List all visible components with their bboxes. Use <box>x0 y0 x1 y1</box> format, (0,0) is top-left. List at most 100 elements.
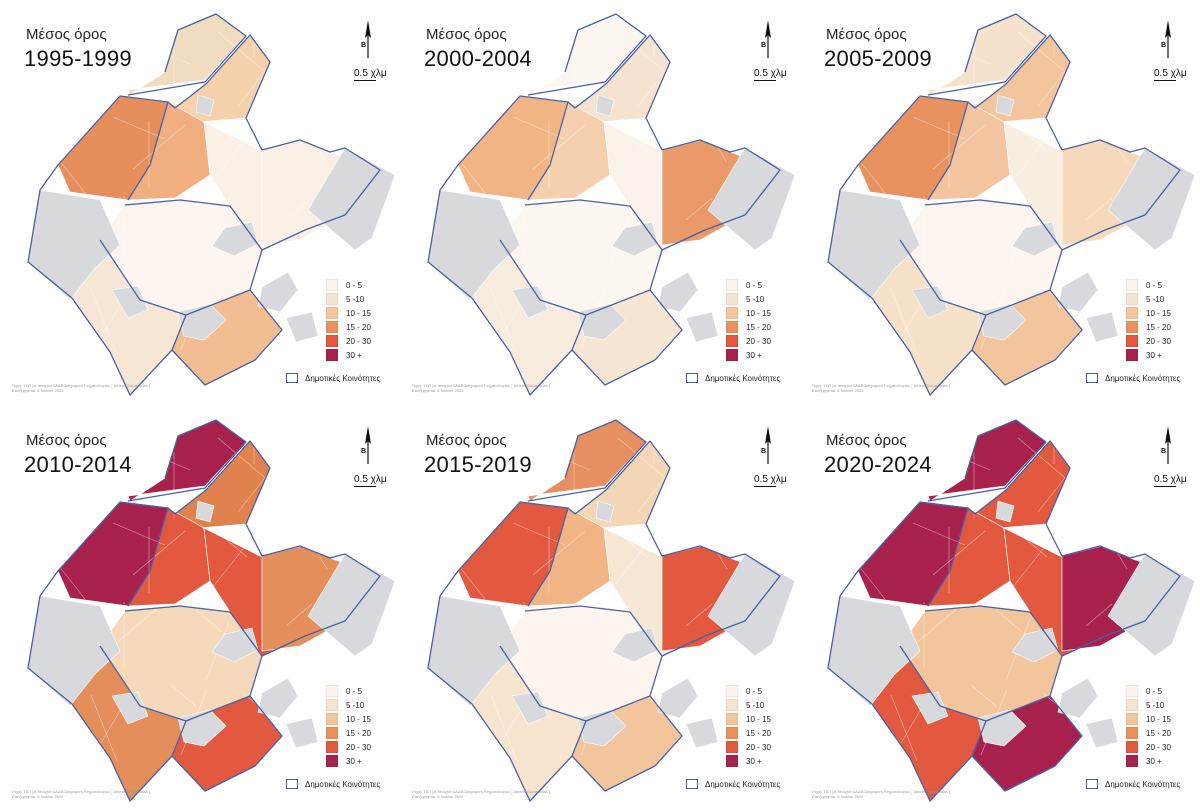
excluded-area <box>1085 311 1119 343</box>
legend-swatch <box>326 713 338 725</box>
legend-swatch <box>1126 293 1138 305</box>
excluded-area <box>285 311 319 343</box>
legend-label: 15 - 20 <box>346 322 371 332</box>
excluded-area <box>995 500 1015 523</box>
legend-item: 15 - 20 <box>726 320 771 334</box>
community-boundary <box>924 605 1063 657</box>
legend-item: 0 - 5 <box>1126 278 1171 292</box>
community-boundary <box>524 605 663 657</box>
excluded-area <box>707 147 796 251</box>
community-boundary <box>185 695 251 722</box>
legend-swatch <box>726 685 738 697</box>
district-map <box>800 13 1200 396</box>
legend-label: 20 - 30 <box>1146 742 1171 752</box>
legend-swatch <box>726 755 738 767</box>
north-arrow-icon <box>765 426 771 464</box>
north-arrow-icon <box>1165 426 1171 464</box>
community-boundary <box>927 507 969 607</box>
community-boundary <box>585 695 651 722</box>
scale-bar: 0.5 χλμ <box>1154 474 1194 487</box>
community-label: Δημοτικές Κοινότητες <box>705 373 781 383</box>
legend-label: 20 - 30 <box>1146 336 1171 346</box>
community-boundary <box>127 101 169 201</box>
legend-label: 10 - 15 <box>1146 714 1171 724</box>
excluded-area <box>707 553 796 657</box>
community-legend: Δημοτικές Κοινότητες <box>1086 373 1180 383</box>
legend-item: 5 -10 <box>326 292 371 306</box>
legend-label: 15 - 20 <box>746 728 771 738</box>
legend-item: 20 - 30 <box>726 740 771 754</box>
excluded-area <box>211 221 259 257</box>
community-boundary <box>899 239 987 351</box>
legend-swatch <box>326 307 338 319</box>
legend-label: 0 - 5 <box>346 686 363 696</box>
legend-swatch <box>1126 349 1138 361</box>
excluded-area <box>307 553 396 657</box>
excluded-area <box>1057 271 1099 313</box>
legend-label: 0 - 5 <box>1146 686 1163 696</box>
community-boundary <box>927 419 1047 502</box>
community-boundary <box>127 507 169 607</box>
community-legend: Δημοτικές Κοινότητες <box>286 373 380 383</box>
excluded-area <box>307 147 396 251</box>
source-note: Πηγή: ΤΑΠ με στοιχεία ΑΑΔΕ/Διαχείριση Κτ… <box>412 383 550 393</box>
legend-label: 5 -10 <box>1146 294 1165 304</box>
community-boundary <box>185 289 251 316</box>
north-arrow-icon <box>1165 20 1171 58</box>
legend-label: 20 - 30 <box>346 742 371 752</box>
community-boundary <box>985 289 1051 316</box>
legend-item: 0 - 5 <box>326 684 371 698</box>
legend-item: 30 + <box>726 754 771 768</box>
legend: 0 - 5 5 -10 10 - 15 15 - 20 20 - 30 30 + <box>326 684 371 768</box>
community-label: Δημοτικές Κοινότητες <box>705 779 781 789</box>
panel-heading: Μέσος όρος <box>426 26 507 43</box>
legend-label: 30 + <box>346 756 362 766</box>
legend-item: 15 - 20 <box>1126 320 1171 334</box>
panel-heading: Μέσος όρος <box>26 26 107 43</box>
legend-label: 10 - 15 <box>746 308 771 318</box>
excluded-area <box>511 285 549 319</box>
map-panel: Μέσος όρος 2005-2009 Β 0.5 χλμ 0 - 5 5 -1… <box>800 0 1200 406</box>
excluded-area <box>195 500 215 523</box>
north-arrow-icon <box>765 20 771 58</box>
legend-swatch <box>326 685 338 697</box>
legend-swatch <box>1126 307 1138 319</box>
legend-item: 10 - 15 <box>726 712 771 726</box>
legend-label: 5 -10 <box>746 700 765 710</box>
scale-bar: 0.5 χλμ <box>354 68 394 81</box>
legend-swatch <box>1126 685 1138 697</box>
north-label: Β <box>361 448 367 455</box>
legend-label: 10 - 15 <box>746 714 771 724</box>
legend-swatch <box>326 321 338 333</box>
excluded-area <box>511 691 549 725</box>
community-boundary-swatch <box>286 373 298 383</box>
legend-swatch <box>326 755 338 767</box>
legend-label: 5 -10 <box>346 700 365 710</box>
legend-item: 15 - 20 <box>726 726 771 740</box>
community-boundary <box>99 239 187 351</box>
legend-swatch <box>326 727 338 739</box>
legend-label: 15 - 20 <box>1146 322 1171 332</box>
community-label: Δημοτικές Κοινότητες <box>1105 779 1181 789</box>
community-boundary <box>427 440 781 802</box>
legend-item: 5 -10 <box>726 698 771 712</box>
legend-item: 5 -10 <box>326 698 371 712</box>
scale-bar: 0.5 χλμ <box>754 474 794 487</box>
legend-item: 5 -10 <box>1126 698 1171 712</box>
community-boundary-swatch <box>1086 779 1098 789</box>
excluded-area <box>657 677 699 719</box>
legend-swatch <box>326 279 338 291</box>
legend: 0 - 5 5 -10 10 - 15 15 - 20 20 - 30 30 + <box>726 684 771 768</box>
legend-label: 30 + <box>1146 756 1162 766</box>
excluded-area <box>257 677 299 719</box>
district-map <box>400 13 800 396</box>
scale-bar: 0.5 χλμ <box>354 474 394 487</box>
community-boundary <box>927 101 969 201</box>
community-boundary <box>27 34 381 396</box>
community-boundary <box>899 645 987 757</box>
community-legend: Δημοτικές Κοινότητες <box>286 779 380 789</box>
scale-label: 0.5 χλμ <box>1154 474 1187 485</box>
excluded-area <box>611 627 659 663</box>
panel-period: 2005-2009 <box>824 46 932 71</box>
